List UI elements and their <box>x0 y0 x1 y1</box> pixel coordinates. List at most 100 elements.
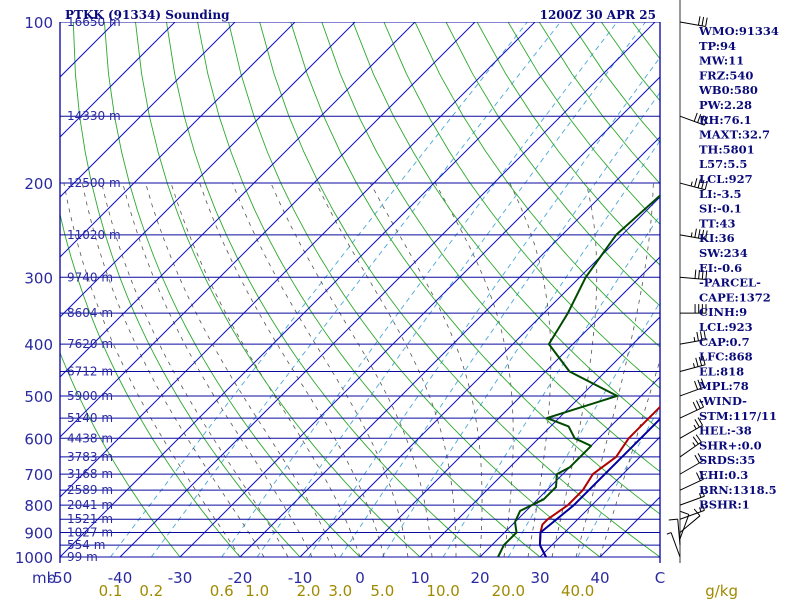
index-entry: PW:2.28 <box>699 98 752 112</box>
height-label: 2041 m <box>67 498 113 512</box>
temperature-tick-label: 30 <box>530 569 549 587</box>
chart-datetime: 1200Z 30 APR 25 <box>540 8 656 22</box>
wind-barb <box>679 355 706 372</box>
pressure-tick-label: 1000 <box>15 549 53 567</box>
isotherms <box>60 22 660 558</box>
height-label: 3783 m <box>67 450 113 464</box>
index-entry: L57:5.5 <box>699 157 747 171</box>
index-entry: FRZ:540 <box>699 68 753 82</box>
height-label: 4438 m <box>67 431 113 445</box>
height-label: 9740 m <box>67 270 113 284</box>
height-label: 12500 m <box>67 176 121 190</box>
wind-barb <box>679 417 703 439</box>
index-entry: WMO:91334 <box>698 24 779 38</box>
moist-adiabat <box>63 183 241 558</box>
wind-barb <box>679 434 702 458</box>
isotherm <box>299 196 660 558</box>
index-entry: TH:5801 <box>699 142 755 156</box>
wind-barb <box>679 228 708 240</box>
height-label: 7620 m <box>67 337 113 351</box>
index-entry: CINH:9 <box>699 305 747 319</box>
index-entry: SHR+:0.0 <box>699 438 762 452</box>
pressure-unit-label: mb <box>32 569 56 587</box>
index-entry: -WIND- <box>699 394 747 408</box>
isotherm <box>539 436 660 558</box>
height-label: 3168 m <box>67 467 113 481</box>
wind-barb <box>679 398 705 419</box>
index-entry: KI:36 <box>699 231 735 245</box>
temperature-labels: -50 -40 -30 -20 -10 0 10 20 30 40 C <box>48 569 665 587</box>
height-label: 99 m <box>67 550 98 564</box>
height-label: 1521 m <box>67 512 113 526</box>
index-entry: LI:-3.5 <box>699 187 742 201</box>
index-entry: MAXT:32.7 <box>699 128 770 142</box>
mixing-ratio-tick-label: 3.0 <box>328 582 352 600</box>
isotherm <box>60 22 236 198</box>
wind-barb <box>679 269 708 281</box>
mixing-ratio-tick-label: 0.2 <box>139 582 163 600</box>
isotherm <box>60 22 356 318</box>
mixing-ratio-tick-label: 0.1 <box>99 582 123 600</box>
index-entry: -PARCEL- <box>699 276 761 290</box>
profile-series <box>497 194 660 558</box>
isotherm <box>119 22 656 558</box>
isotherm <box>60 22 536 498</box>
height-label: 8604 m <box>67 306 113 320</box>
moist-adiabat <box>81 183 265 558</box>
index-entry: BRN:1318.5 <box>699 483 777 497</box>
index-entry: WB0:580 <box>698 83 758 97</box>
wind-barb <box>679 378 705 397</box>
wind-barbs <box>666 0 708 563</box>
height-label: 1027 m <box>67 526 113 540</box>
isotherm <box>60 22 476 438</box>
index-entry: SI:-0.1 <box>699 202 742 216</box>
height-label: 14330 m <box>67 109 121 123</box>
parcel-line <box>538 417 660 558</box>
temperature-tick-label: -50 <box>48 569 73 587</box>
dewpoint-line <box>497 194 660 558</box>
height-label: 6712 m <box>67 364 113 378</box>
moist-adiabat <box>575 183 654 558</box>
index-entry: BSHR:1 <box>699 498 750 512</box>
index-entry: HEL:-38 <box>699 424 752 438</box>
temperature-tick-label: 0 <box>355 569 365 587</box>
moist-adiabat <box>101 183 289 558</box>
index-entry: TT:43 <box>699 216 736 230</box>
temperature-tick-label: C <box>655 569 665 587</box>
wind-barb <box>679 487 705 506</box>
height-label: 554 m <box>67 538 105 552</box>
temperature-tick-label: 40 <box>590 569 609 587</box>
stability-indices: WMO:91334TP:94MW:11FRZ:540WB0:580PW:2.28… <box>698 24 779 512</box>
wind-barb <box>679 501 705 520</box>
temperature-line <box>538 405 660 558</box>
mixing-ratio-tick-label: 1.0 <box>245 582 269 600</box>
wind-barb <box>679 112 708 126</box>
wind-barb <box>679 470 705 491</box>
pressure-tick-label: 400 <box>24 336 53 354</box>
index-entry: LCL:923 <box>699 320 753 334</box>
index-entry: LFC:868 <box>699 350 753 364</box>
pressure-tick-label: 500 <box>24 388 53 406</box>
mixing-ratio-tick-label: 0.6 <box>210 582 234 600</box>
mixing-ratio-tick-label: 10.0 <box>426 582 459 600</box>
temperature-tick-label: -30 <box>168 569 193 587</box>
pressure-tick-label: 900 <box>24 525 53 543</box>
wind-barb <box>679 508 701 533</box>
isotherm <box>239 136 660 558</box>
index-entry: TP:94 <box>699 39 736 53</box>
index-entry: SRDS:35 <box>699 453 755 467</box>
pressure-tick-label: 700 <box>24 466 53 484</box>
pressure-tick-label: 100 <box>24 14 53 32</box>
wind-barb <box>679 330 707 345</box>
index-entry: MPL:78 <box>699 379 749 393</box>
isotherm <box>60 22 416 378</box>
temperature-tick-label: -10 <box>288 569 313 587</box>
isotherm <box>359 256 660 558</box>
pressure-tick-label: 300 <box>24 269 53 287</box>
background-grid <box>60 22 660 558</box>
wind-barb <box>679 178 708 191</box>
temperature-tick-label: 10 <box>410 569 429 587</box>
pressure-tick-label: 200 <box>24 175 53 193</box>
